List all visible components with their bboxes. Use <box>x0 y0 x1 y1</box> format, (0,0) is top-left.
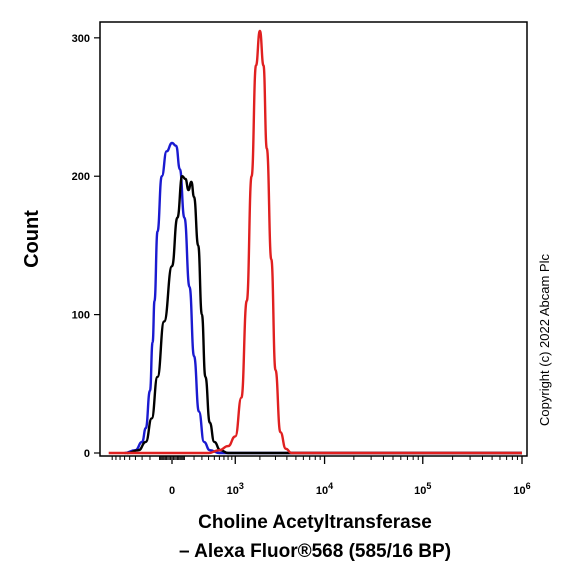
x-tick-exponent: 6 <box>526 481 531 491</box>
y-tick-label: 100 <box>72 310 90 322</box>
x-tick-exponent: 5 <box>426 481 431 491</box>
x-axis-title-line1: Choline Acetyltransferase <box>198 512 432 533</box>
y-axis-title: Count <box>21 210 43 268</box>
plot-frame <box>99 21 528 457</box>
y-tick-label: 200 <box>72 171 90 183</box>
x-tick-label: 105 <box>414 481 431 497</box>
histogram-series-1 <box>124 141 522 455</box>
y-tick-label: 300 <box>72 33 90 45</box>
series-group <box>108 29 522 455</box>
x-tick-label: 103 <box>227 481 244 497</box>
y-axis-ticks: 0 100 200 300 <box>72 33 100 460</box>
x-tick-label: 104 <box>316 481 333 497</box>
copyright-notice: Copyright (c) 2022 Abcam Plc <box>537 254 552 426</box>
x-tick-label: 0 <box>169 485 175 497</box>
y-tick-label: 0 <box>84 448 90 460</box>
histogram-series-3 <box>108 29 522 455</box>
x-axis-title-line2: – Alexa Fluor®568 (585/16 BP) <box>179 541 451 562</box>
x-tick-exponent: 4 <box>328 481 333 491</box>
x-tick-exponent: 3 <box>239 481 244 491</box>
x-axis-ticks: 0 103 104 105 106 <box>111 456 531 497</box>
x-tick-label: 106 <box>513 481 530 497</box>
histogram-series-2 <box>127 175 522 455</box>
